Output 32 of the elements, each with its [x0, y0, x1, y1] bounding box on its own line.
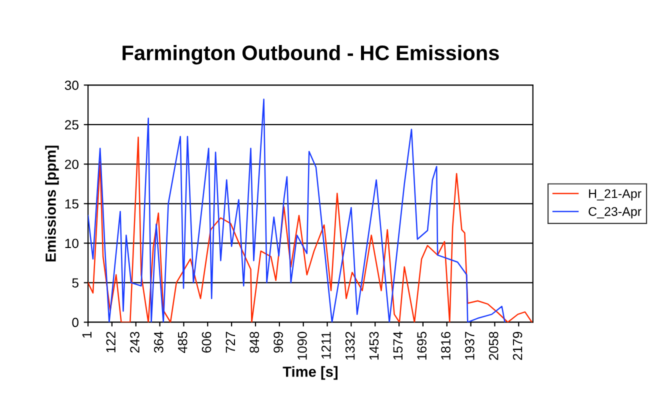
x-tick-label: 1816 [441, 332, 450, 360]
y-tick-label: 15 [65, 199, 78, 209]
x-tick-label: 1453 [369, 332, 379, 360]
x-tick-label: 848 [250, 332, 260, 353]
y-tick-label: 25 [64, 120, 78, 130]
x-tick-label: 1090 [298, 332, 307, 360]
x-tick-label: 606 [202, 332, 212, 353]
x-tick-label: 2179 [512, 332, 522, 360]
y-tick-label: 20 [64, 160, 78, 170]
x-tick-label: 1937 [465, 332, 474, 360]
chart-title: Farmington Outbound - HC Emissions [122, 44, 499, 64]
x-tick-label: 364 [154, 332, 164, 353]
x-tick-label: 2058 [488, 332, 498, 360]
x-tick-label: 122 [106, 332, 116, 352]
x-tick-label: 1 [82, 332, 92, 338]
x-axis-title: Time [s] [282, 366, 338, 380]
y-axis-title: Emissions [ppm] [45, 146, 59, 262]
y-tick-label: 0 [72, 318, 78, 328]
y-tick-label: 30 [64, 80, 78, 90]
x-tick-label: 1695 [417, 332, 427, 360]
x-tick-label: 727 [226, 332, 235, 353]
x-tick-label: 969 [274, 332, 283, 353]
x-tick-label: 485 [178, 332, 188, 353]
y-tick-label: 5 [72, 278, 78, 288]
x-tick-label: 1332 [345, 332, 355, 360]
y-tick-label: 10 [65, 238, 78, 248]
legend-label: C_23-Apr [588, 207, 642, 218]
x-tick-label: 1211 [321, 332, 331, 359]
legend-label: H_21-Apr [589, 189, 642, 201]
line-series [88, 98, 506, 322]
x-tick-label: 243 [130, 332, 140, 353]
x-tick-label: 1574 [393, 332, 403, 360]
